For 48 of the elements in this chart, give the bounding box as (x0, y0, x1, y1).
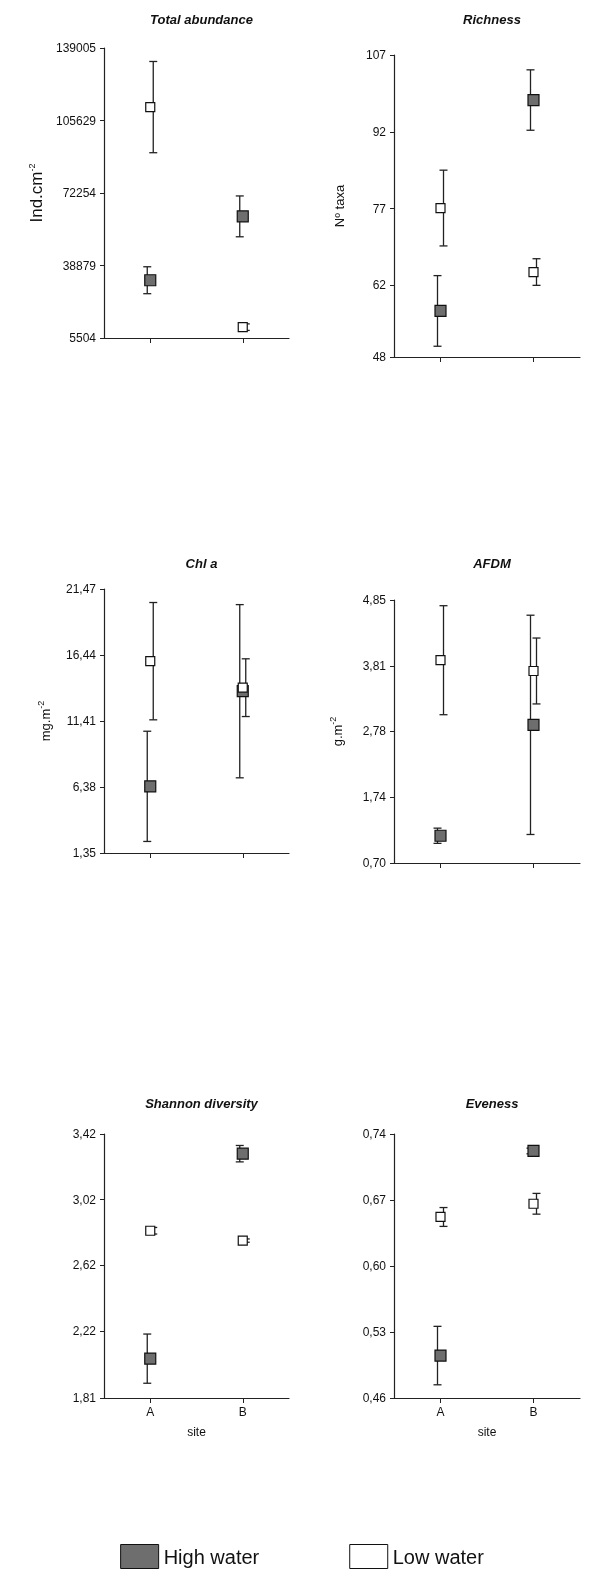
y-tick-label: 139005 (55, 41, 97, 55)
chart-title: Richness (463, 12, 521, 27)
y-axis-title: Ind.cm-2 (27, 163, 47, 223)
y-tick-label: 92 (372, 124, 387, 139)
x-tick-label: A (146, 1405, 155, 1419)
y-tick-label: 1,81 (72, 1391, 97, 1405)
y-tick-label: 1,74 (362, 790, 387, 805)
chart-title: Chl a (185, 556, 218, 571)
y-axis-title: g.m-2 (327, 716, 345, 747)
chart-title: Shannon diversity (145, 1096, 259, 1111)
y-tick-label: 38879 (62, 258, 97, 273)
y-tick-label: 1,35 (72, 846, 97, 860)
y-tick-label: 0,46 (362, 1391, 387, 1405)
y-axis-title: mg.m-2 (35, 700, 53, 742)
y-tick-label: 3,81 (362, 658, 387, 673)
chart-title: Total abundance (150, 12, 253, 27)
y-tick-label: 2,22 (72, 1323, 97, 1338)
x-axis-title: site (477, 1425, 497, 1439)
y-tick-label: 11,41 (66, 714, 97, 728)
y-tick-label: 0,67 (362, 1193, 387, 1207)
y-tick-label: 62 (372, 278, 387, 293)
y-tick-label: 48 (372, 350, 387, 364)
y-axis-title: Nº taxa (332, 184, 347, 228)
x-tick-label: B (529, 1405, 538, 1419)
y-tick-label: 3,42 (72, 1127, 97, 1141)
y-tick-label: 5504 (69, 331, 97, 345)
legend-label: Low water (392, 1545, 485, 1568)
y-tick-label: 0,53 (362, 1325, 387, 1339)
chart-title: AFDM (472, 556, 512, 571)
y-tick-label: 107 (365, 48, 387, 62)
y-tick-label: 16,44 (65, 648, 97, 662)
x-axis-title: site (187, 1425, 207, 1439)
y-tick-label: 3,02 (72, 1192, 97, 1207)
y-tick-label: 4,85 (362, 593, 387, 607)
y-tick-label: 77 (372, 201, 387, 216)
y-tick-label: 0,70 (362, 856, 387, 870)
x-tick-label: A (436, 1405, 445, 1419)
y-tick-label: 0,74 (362, 1127, 387, 1141)
y-tick-label: 72254 (62, 186, 97, 200)
y-tick-label: 105629 (55, 113, 97, 128)
y-tick-label: 21,47 (65, 582, 97, 596)
y-tick-label: 2,78 (362, 724, 387, 739)
y-tick-label: 6,38 (72, 780, 97, 794)
y-tick-label: 2,62 (72, 1258, 97, 1273)
y-tick-label: 0,60 (362, 1259, 387, 1273)
chart-title: Eveness (465, 1096, 519, 1111)
legend-label: High water (163, 1545, 260, 1568)
x-tick-label: B (238, 1405, 247, 1419)
